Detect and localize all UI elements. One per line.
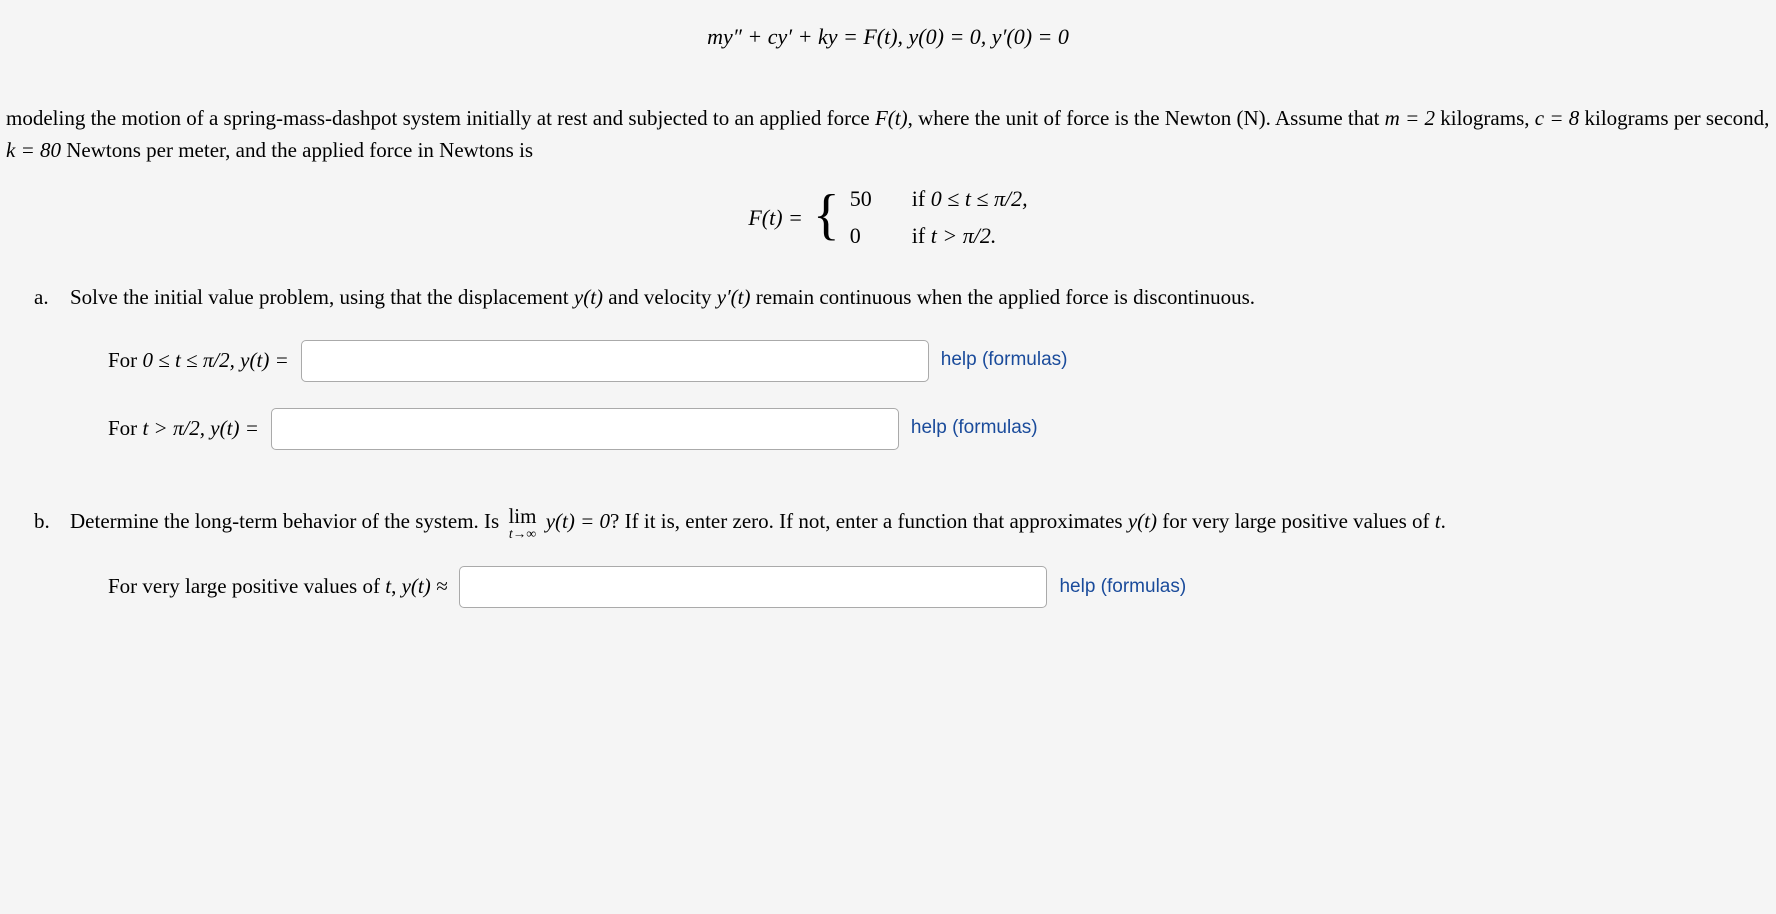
case-value-1: 50 (850, 182, 872, 215)
txt: For (108, 416, 142, 440)
item-b-marker: b. (34, 506, 56, 538)
txt: y(t) (574, 285, 603, 309)
txt: k = 80 (6, 138, 61, 162)
txt: remain continuous when the applied force… (751, 285, 1255, 309)
txt: y(t) (1128, 509, 1157, 533)
row1-label: For 0 ≤ t ≤ π/2, y(t) = (108, 345, 289, 377)
item-a-body: Solve the initial value problem, using t… (70, 282, 1762, 476)
txt: kilograms per second, (1579, 106, 1769, 130)
txt: Newtons per meter, and the applied force… (61, 138, 533, 162)
txt: Determine the long-term behavior of the … (70, 509, 504, 533)
help-link-a1[interactable]: help (formulas) (941, 346, 1068, 375)
txt: m = 2 (1385, 106, 1435, 130)
left-brace-icon: { (813, 187, 840, 243)
txt: ? If it is, enter zero. If not, enter a … (610, 509, 1128, 533)
answer-row-a2: For t > π/2, y(t) = help (formulas) (108, 408, 1762, 450)
txt: c = 8 (1535, 106, 1580, 130)
piecewise-cases: 50 if 0 ≤ t ≤ π/2, 0 if t > π/2. (850, 182, 1028, 252)
answer-input-a1[interactable] (301, 340, 929, 382)
txt: For (108, 348, 142, 372)
txt: , (391, 574, 402, 598)
txt: For very large positive values of (108, 574, 385, 598)
txt: y(t) = 0 (540, 509, 610, 533)
lim-top: lim (508, 506, 536, 527)
answer-input-b[interactable] (459, 566, 1047, 608)
txt: y′(t) (717, 285, 751, 309)
item-a-marker: a. (34, 282, 56, 314)
help-link-a2[interactable]: help (formulas) (911, 414, 1038, 443)
txt: Solve the initial value problem, using t… (70, 285, 574, 309)
eq-text: my″ + cy′ + ky = F(t), y(0) = 0, y′(0) =… (707, 24, 1069, 49)
txt: F(t) (875, 106, 908, 130)
txt: . (1441, 509, 1446, 533)
lim-bot: t→∞ (508, 527, 536, 541)
txt: kilograms, (1435, 106, 1535, 130)
txt: , where the unit of force is the Newton … (908, 106, 1385, 130)
piecewise-lhs: F(t) = (748, 201, 803, 234)
problem-list: a. Solve the initial value problem, usin… (34, 282, 1770, 634)
main-equation: my″ + cy′ + ky = F(t), y(0) = 0, y′(0) =… (6, 20, 1770, 53)
case-cond-2: if t > π/2. (912, 219, 1028, 252)
item-a: a. Solve the initial value problem, usin… (34, 282, 1762, 476)
problem-container: my″ + cy′ + ky = F(t), y(0) = 0, y′(0) =… (0, 0, 1776, 694)
answer-row-b: For very large positive values of t, y(t… (108, 566, 1762, 608)
answer-input-a2[interactable] (271, 408, 899, 450)
txt: and velocity (603, 285, 717, 309)
item-b: b. Determine the long-term behavior of t… (34, 506, 1762, 635)
piecewise-definition: F(t) = { 50 if 0 ≤ t ≤ π/2, 0 if t > π/2… (6, 182, 1770, 252)
item-b-body: Determine the long-term behavior of the … (70, 506, 1762, 635)
txt: y(t) ≈ (402, 574, 448, 598)
txt: modeling the motion of a spring-mass-das… (6, 106, 875, 130)
txt: for very large positive values of (1157, 509, 1435, 533)
answer-row-a1: For 0 ≤ t ≤ π/2, y(t) = help (formulas) (108, 340, 1762, 382)
help-link-b[interactable]: help (formulas) (1059, 573, 1186, 602)
txt: t > π/2, y(t) = (142, 416, 258, 440)
row3-label: For very large positive values of t, y(t… (108, 571, 447, 603)
limit-notation: limt→∞ (508, 506, 536, 541)
case-cond-1: if 0 ≤ t ≤ π/2, (912, 182, 1028, 215)
case-value-2: 0 (850, 219, 872, 252)
row2-label: For t > π/2, y(t) = (108, 413, 259, 445)
intro-paragraph: modeling the motion of a spring-mass-das… (6, 103, 1770, 166)
txt: 0 ≤ t ≤ π/2, y(t) = (142, 348, 288, 372)
